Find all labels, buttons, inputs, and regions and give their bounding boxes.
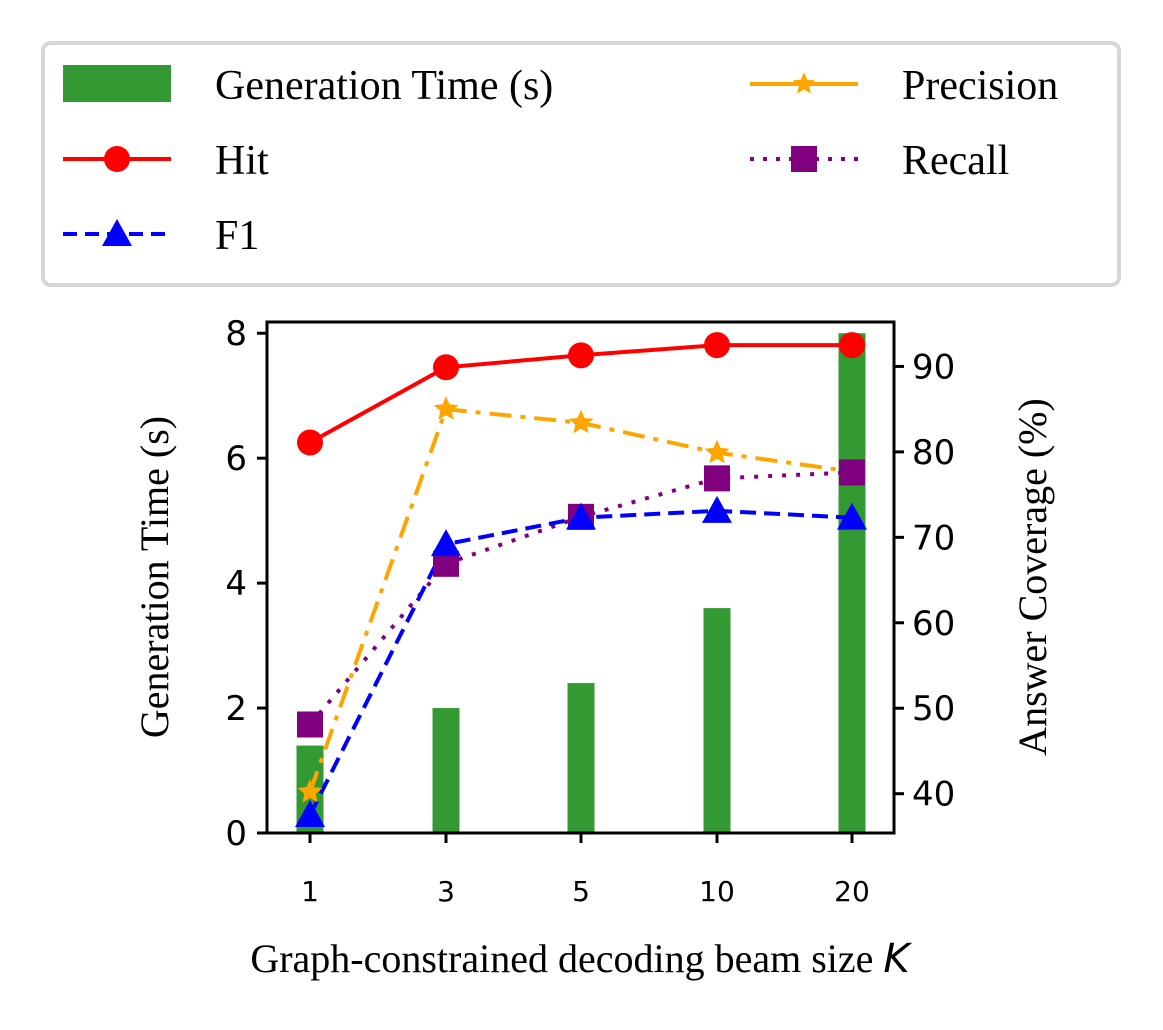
y-left-tick-label: 6 [225, 439, 247, 479]
x-tick-label: 20 [834, 875, 870, 908]
marker-precision [568, 409, 594, 434]
legend-item-precision: Precision [750, 63, 1058, 109]
marker-recall [839, 459, 865, 486]
legend-item-recall: Recall [750, 138, 1009, 184]
bar-generation-time [703, 608, 731, 833]
y-left-tick-label: 2 [225, 689, 247, 729]
y-axis-left-label: Generation Time (s) [132, 416, 177, 738]
x-tick-label: 3 [437, 875, 455, 908]
x-tick-label: 1 [301, 875, 319, 908]
marker-f1 [837, 502, 867, 530]
bar-generation-time [838, 333, 866, 833]
y-right-tick-label: 50 [912, 689, 955, 729]
y-axis-right-label: Answer Coverage (%) [1010, 398, 1055, 756]
legend-item-f1: F1 [63, 213, 259, 259]
legend-label: F1 [215, 213, 259, 259]
bar-generation-time [567, 683, 595, 833]
y-right-tick-label: 90 [912, 347, 955, 387]
legend-marker-precision [792, 72, 816, 94]
y-right-tick-label: 80 [912, 433, 955, 473]
y-left-tick-label: 8 [225, 314, 247, 354]
x-axis-label-symbol: K [883, 936, 912, 982]
x-tick-label: 10 [699, 875, 735, 908]
legend-label: Hit [215, 138, 269, 184]
marker-precision [433, 396, 459, 420]
marker-hit [297, 429, 323, 456]
marker-hit [433, 354, 459, 381]
y-right-tick-label: 60 [912, 604, 955, 644]
marker-precision [297, 779, 323, 803]
y-right-tick-label: 40 [912, 775, 955, 815]
x-axis-label-text: Graph-constrained decoding beam size [250, 936, 873, 981]
x-tick-label: 5 [572, 875, 590, 908]
y-right-tick-label: 70 [912, 518, 955, 558]
marker-f1 [431, 529, 461, 557]
legend-item-generation-time-s: Generation Time (s) [63, 63, 553, 109]
y-left-tick-label: 4 [225, 564, 247, 604]
y-left-tick-label: 0 [225, 814, 247, 854]
legend-frame [41, 41, 1121, 287]
marker-recall [297, 711, 323, 738]
marker-recall [704, 465, 730, 492]
legend: Generation Time (s) Hit F1 Precision Recall [41, 41, 1121, 287]
legend-item-hit: Hit [63, 138, 269, 184]
plot-area: 0 2 4 6 8 40 50 60 70 80 90 1 3 5 10 20 [225, 314, 955, 908]
legend-label: Recall [902, 138, 1009, 184]
legend-label: Generation Time (s) [215, 63, 553, 109]
bar-generation-time [432, 708, 460, 833]
marker-f1 [702, 495, 732, 523]
legend-swatch-bar [63, 65, 171, 102]
legend-marker-recall [791, 146, 817, 172]
marker-precision [704, 439, 730, 464]
x-axis-label: Graph-constrained decoding beam size K [250, 936, 912, 982]
marker-hit [568, 342, 594, 369]
legend-label: Precision [902, 63, 1058, 109]
marker-f1 [295, 800, 325, 828]
marker-f1 [566, 502, 596, 530]
marker-hit [704, 332, 730, 359]
legend-marker-f1 [102, 219, 132, 246]
legend-marker-hit [104, 146, 130, 172]
marker-hit [839, 332, 865, 359]
